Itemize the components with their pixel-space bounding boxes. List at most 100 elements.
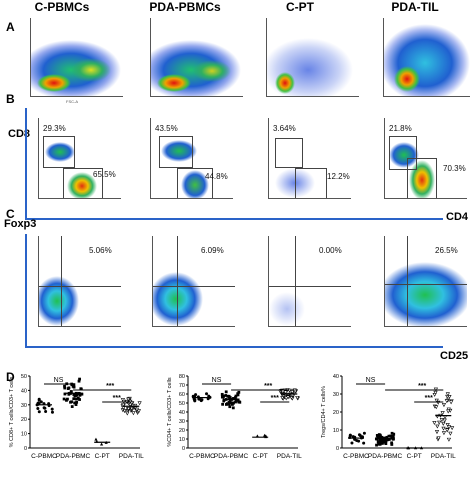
row-c-x-arrow	[25, 346, 443, 348]
y-tick-label: 40	[21, 388, 27, 394]
panel-letter-a: A	[6, 20, 15, 34]
data-point	[134, 407, 140, 412]
data-point	[43, 406, 47, 410]
pct-b1-upper: 29.3%	[43, 124, 66, 133]
data-point	[447, 394, 452, 399]
data-point	[63, 392, 67, 396]
data-point	[70, 400, 73, 404]
data-point	[205, 392, 209, 396]
pct-b3-upper: 3.64%	[273, 124, 296, 133]
data-point	[380, 438, 384, 442]
y-tick-label: 50	[179, 401, 185, 407]
data-point	[448, 400, 454, 405]
data-point	[446, 425, 452, 430]
data-point	[44, 410, 48, 414]
data-point	[99, 442, 104, 446]
data-point	[77, 379, 81, 383]
density-plot-a2	[150, 18, 243, 97]
data-point	[446, 409, 451, 414]
data-point	[227, 400, 231, 404]
data-point	[231, 401, 235, 405]
data-point	[382, 436, 386, 440]
quadrant-plot-c3: 0.00%	[268, 236, 351, 327]
data-point	[432, 392, 437, 397]
y-tick-label: 10	[21, 432, 27, 438]
quadrant-plot-c2: 6.09%	[152, 236, 235, 327]
data-point	[263, 433, 267, 437]
data-point	[234, 400, 237, 404]
density-plot-a3	[266, 18, 359, 97]
panel-letter-b: B	[6, 92, 15, 106]
data-point	[236, 393, 240, 397]
y-tick-label: 40	[179, 410, 185, 416]
data-point	[226, 402, 229, 406]
label-stars-2: ***	[271, 395, 279, 402]
data-point	[75, 397, 78, 401]
data-point	[441, 403, 447, 408]
data-point	[295, 395, 300, 400]
row-b-ylabel: CD8	[8, 128, 31, 140]
data-point	[80, 392, 84, 396]
data-point	[434, 405, 439, 410]
label-ns: NS	[212, 377, 222, 384]
data-point	[375, 443, 378, 447]
data-point	[285, 395, 291, 400]
data-point	[350, 441, 354, 445]
data-point	[378, 442, 382, 446]
data-point	[234, 398, 238, 402]
data-point	[75, 400, 79, 404]
data-point	[448, 431, 453, 436]
data-point	[137, 401, 142, 406]
pct-b3-lower: 12.2%	[327, 172, 350, 181]
data-point	[388, 434, 392, 438]
x-tick-label: PDA-TIL	[431, 453, 456, 460]
data-point	[390, 431, 394, 435]
data-point	[450, 426, 455, 431]
data-point	[220, 392, 224, 396]
data-point	[224, 390, 228, 394]
data-point	[284, 396, 289, 401]
y-tick-label: 0	[182, 446, 185, 452]
data-point	[191, 394, 195, 398]
x-tick-label: C-PT	[95, 453, 110, 460]
data-point	[37, 398, 41, 402]
data-point	[224, 394, 228, 397]
y-tick-label: 60	[179, 392, 185, 398]
data-point	[376, 435, 380, 439]
data-point	[228, 405, 232, 409]
pct-b1-lower: 65.5%	[93, 170, 116, 179]
data-point	[362, 431, 366, 435]
y-tick-label: 20	[333, 410, 339, 416]
data-point	[435, 424, 440, 429]
data-point	[78, 393, 82, 396]
pct-c2: 6.09%	[201, 246, 224, 255]
label-stars-1: ***	[418, 383, 426, 390]
y-axis-label: %CD4+ T cells/CD3+ T cells	[167, 377, 173, 447]
panel-letter-d: D	[6, 370, 15, 384]
y-tick-label: 0	[24, 446, 27, 452]
data-point	[74, 403, 78, 406]
label-stars-2: ***	[113, 395, 121, 402]
data-point	[433, 390, 438, 395]
data-point	[136, 409, 141, 414]
data-point	[380, 442, 384, 445]
x-tick-label: C-PBMC	[31, 453, 57, 460]
quadrant-plot-c1: 5.06%	[38, 236, 121, 327]
quadrant-plot-b4: 21.8% 70.3%	[384, 118, 467, 199]
x-tick-label: C-PT	[253, 453, 268, 460]
data-point	[129, 406, 134, 411]
data-point	[436, 436, 441, 441]
data-point	[440, 411, 445, 416]
data-point	[378, 433, 382, 437]
data-point	[391, 435, 395, 439]
data-point	[374, 437, 378, 441]
data-point	[72, 383, 76, 387]
data-point	[445, 423, 450, 428]
data-point	[222, 399, 226, 403]
data-point	[280, 396, 285, 401]
data-point	[67, 386, 71, 390]
data-point	[62, 397, 66, 401]
quadrant-plot-b3: 3.64% 12.2%	[268, 118, 351, 199]
data-point	[432, 421, 437, 425]
data-point	[442, 418, 447, 423]
